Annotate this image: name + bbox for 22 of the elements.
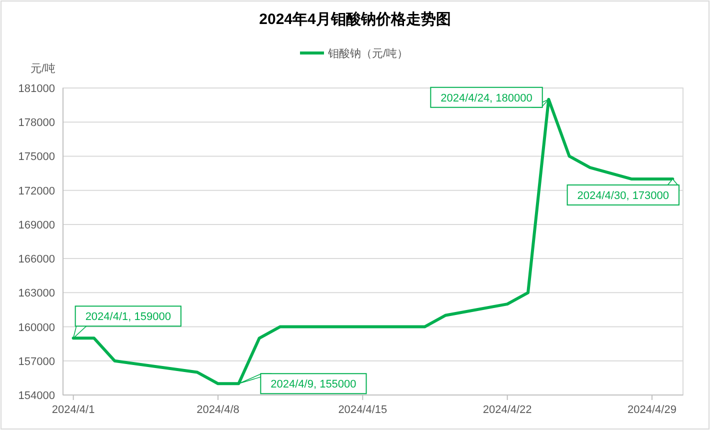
chart-title: 2024年4月钼酸钠价格走势图 [259,11,451,28]
y-tick-label: 163000 [18,288,55,300]
y-tick-label: 175000 [18,151,55,164]
y-tick-label: 172000 [18,185,55,198]
x-tick-label: 2024/4/1 [52,404,95,416]
y-tick-label: 160000 [18,322,55,334]
y-tick-label: 178000 [18,117,55,130]
y-tick-label: 157000 [18,356,55,368]
annotation: 2024/4/1, 159000 [85,311,171,324]
annotation: 2024/4/9, 155000 [270,378,356,391]
y-tick-label: 154000 [18,390,55,402]
y-tick-label: 181000 [18,83,55,95]
annotation: 2024/4/24, 180000 [440,92,532,104]
annotation: 2024/4/30, 173000 [577,190,670,202]
x-tick-label: 2024/4/15 [338,404,388,416]
x-tick-label: 2024/4/8 [196,404,240,416]
y-axis-title: 元/吨 [30,62,56,75]
x-tick-label: 2024/4/29 [628,404,676,416]
y-tick-label: 169000 [18,219,55,232]
x-tick-label: 2024/4/22 [482,404,532,416]
y-tick-label: 166000 [18,254,55,266]
legend-label: 钼酸钠（元/吨） [327,47,408,60]
